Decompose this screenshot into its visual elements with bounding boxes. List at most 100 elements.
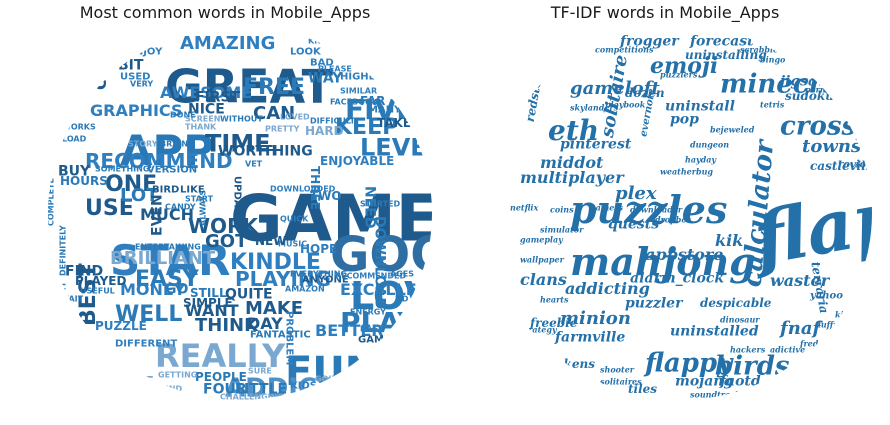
left-cloud-word: DIFFERENT [115, 338, 177, 349]
right-cloud-word: jigsaw [777, 74, 830, 90]
left-cloud-word: REALLY [155, 337, 286, 375]
left-cloud-word: WAIT [60, 295, 84, 304]
right-cloud-word: strategy [520, 324, 558, 334]
left-cloud-word: LITTLE [235, 382, 287, 398]
right-cloud-word: mojang [675, 374, 733, 390]
left-cloud-word: DOWNLOAD [371, 216, 387, 309]
left-cloud-word: LOAD [62, 135, 87, 144]
right-cloud-word: droid [785, 369, 809, 379]
right-cloud-word: downloader [630, 204, 683, 214]
right-cloud-word: appstore [645, 245, 723, 264]
right-cloud-word: kik [715, 231, 743, 250]
left-cloud-word: FANTASTIC [250, 329, 311, 340]
left-cloud-word: RECOMMEND [85, 149, 233, 173]
left-cloud-word: THING [263, 144, 313, 160]
right-cloud-word: frogger [619, 34, 680, 50]
right-cloud-word: faotd [719, 374, 761, 390]
left-cloud-word: AGES [390, 270, 414, 279]
left-cloud-word: SIMILAR [340, 87, 377, 96]
left-cloud-word: PEOPLE [195, 370, 247, 384]
right-cloud-word: playbook [605, 99, 646, 109]
left-cloud-word: FREE [243, 75, 305, 100]
left-cloud-word: DAY [247, 314, 283, 333]
left-cloud-word: WAY [308, 71, 343, 87]
right-cloud-word: coins [550, 204, 574, 214]
left-cloud-word: WELL [115, 302, 182, 327]
left-cloud-word: KINDLE [230, 250, 321, 275]
left-cloud-word: CHALLENGING [220, 393, 284, 401]
left-cloud-word: STORY [128, 140, 158, 149]
right-cloud-word: alarm_clock [630, 271, 724, 287]
right-cloud-word: adictive [770, 344, 805, 354]
right-cloud-title: TF-IDF words in Mobile_Apps [550, 3, 780, 22]
left-cloud-word: FACEBOOK [330, 98, 379, 107]
left-cloud-word: BETTER [315, 321, 384, 340]
right-cloud-word: dinosaur [720, 314, 760, 324]
right-cloud-word: dropbox [655, 214, 692, 224]
left-cloud-word: VET [245, 160, 263, 169]
right-cloud-word: yahoo [809, 290, 843, 301]
right-cloud-word: freebie [529, 316, 578, 330]
left-cloud-word: QUICK [280, 215, 309, 224]
left-cloud-word: AMAZON [285, 285, 325, 294]
left-cloud-word: NEW [255, 234, 286, 248]
right-cloud-word: addicting [565, 279, 650, 298]
left-cloud-word: GRAPHICS [90, 101, 182, 120]
right-cloud-word: fluffy [814, 319, 839, 329]
left-cloud-word: ENERGY [350, 308, 386, 317]
left-cloud-word: SURE [248, 367, 272, 376]
left-cloud-word: AMAZING [180, 33, 275, 54]
left-cloud-word: HD [395, 295, 409, 304]
right-cloud-word: pinterest [560, 137, 632, 153]
right-cloud-word: flappy [643, 348, 734, 378]
right-cloud-word: dungeon [690, 139, 729, 149]
left-cloud-word: QUITE [225, 287, 273, 303]
right-cloud-word: mahjong [570, 239, 756, 284]
left-cloud-word: UPDATE [232, 176, 243, 221]
right-cloud-word: minion [560, 308, 631, 329]
left-cloud-word: PLEASE [318, 65, 352, 74]
right-cloud-word: puzzler [625, 296, 684, 312]
left-cloud-word: MUSIC [278, 240, 307, 249]
right-cloud-word: emoji [650, 53, 718, 79]
left-cloud-word: ENTERTAINING [135, 243, 201, 252]
left-cloud-word: DIFFICULT [310, 117, 356, 126]
left-cloud-word: USED [120, 71, 150, 82]
left-cloud-word: FIRST [195, 90, 241, 106]
left-cloud-word: THINK [195, 315, 259, 336]
left-cloud-word: PLAYED [75, 274, 126, 288]
left-cloud-word: BACK [360, 325, 385, 334]
right-cloud-word: hayday [685, 154, 717, 164]
right-cloud-word: tunes [810, 359, 835, 369]
right-cloud-word: simulator [540, 224, 584, 234]
left-cloud-word: MANY [368, 104, 402, 115]
right-cloud-word: castleville [810, 159, 878, 173]
left-cloud-word: KEEP [335, 115, 398, 140]
left-cloud-word: GIVE [122, 374, 154, 388]
left-cloud-word: RECOMMENDED [335, 272, 406, 281]
left-cloud-word: PUZZLE [95, 319, 147, 333]
left-cloud-word: HOPE [300, 242, 337, 256]
right-cloud-word: soundtrack [690, 389, 741, 399]
right-cloud-word: netflix [510, 202, 538, 212]
right-cloud-word: puzzlers [660, 69, 698, 79]
left-cloud-word: LOOK [290, 46, 322, 57]
left-cloud-word: MAKE [245, 298, 303, 319]
left-cloud-word: GOOD [330, 227, 440, 283]
right-cloud-word: forecast [689, 34, 754, 50]
left-cloud-word: STAR [110, 236, 230, 285]
left-cloud-word: GREAT [165, 59, 334, 113]
left-cloud-word: PLAYING [235, 267, 331, 291]
left-cloud-word: FAR [360, 94, 385, 108]
left-cloud-word: HARD [305, 124, 344, 138]
left-cloud-word: FOUND [150, 385, 182, 394]
right-cloud-word: township [802, 136, 880, 157]
left-cloud-word: START [185, 195, 214, 204]
left-cloud-word: BAD [310, 57, 334, 68]
right-cloud-word: hearts [540, 294, 569, 304]
right-cloud-word: sudoku [785, 89, 834, 103]
left-cloud-word: GAME [230, 182, 439, 256]
right-cloud-word: hackers [730, 344, 766, 354]
right-cloud-word: tokens [550, 357, 595, 371]
left-cloud-word: APP [120, 126, 214, 175]
